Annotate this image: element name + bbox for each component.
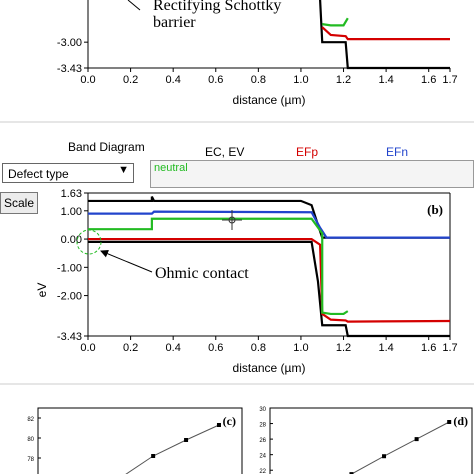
ohmic-contact-annotation: Ohmic contact: [155, 265, 249, 282]
panelB-ytick-label-3: -1.00: [57, 262, 82, 274]
panelD-point-3: [447, 420, 452, 424]
panelB-xtick-label-5: 1.0: [293, 342, 308, 354]
panelC-ytick-label-1: 80: [27, 437, 34, 443]
panel-a-series-0: [318, 0, 450, 70]
panelD-point-1: [382, 454, 387, 459]
panelD-ytick-label-4: 22: [259, 469, 266, 474]
panelD-ytick-label-1: 28: [259, 423, 266, 429]
panelC-ytick-label-2: 78: [27, 457, 34, 463]
panel-b-label: (b): [427, 202, 443, 217]
panelB-xtick-label-9: 1.7: [442, 342, 457, 354]
panelB-ytick-label-4: -2.00: [57, 291, 82, 303]
panel-b-series-1: [88, 240, 450, 338]
panelB-ytick-label-0: 1.63: [61, 188, 82, 200]
panelB-xtick-label-8: 1.6: [421, 342, 436, 354]
panel-a-series-1: [321, 26, 450, 41]
panel-b-chart: 1.63 1.00 0.00 -1.00 -2.00 -3.43 0.0 0.2 0.4 0.6…: [35, 188, 458, 375]
defect-info-box: neutral: [150, 160, 474, 188]
panelA-ytick-label-1: -3.00: [57, 37, 82, 49]
panelB-xtick-label-3: 0.6: [208, 342, 223, 354]
panel-c-label: (c): [223, 414, 236, 428]
panelA-xtick-label-7: 1.4: [378, 74, 393, 86]
panel-b-series-4: [88, 217, 349, 316]
neutral-label: neutral: [154, 162, 188, 174]
panel-a-annotation-line1: Rectifying Schottky: [153, 0, 281, 14]
defect-type-select[interactable]: Defect type ▼: [2, 163, 134, 183]
panelA-xtick-label-0: 0.0: [80, 74, 95, 86]
panelB-xtick-label-7: 1.4: [378, 342, 393, 354]
panel-b-series-2: [88, 237, 451, 323]
band-diagram-label: Band Diagram: [68, 140, 145, 154]
crosshair-marker-circle: [228, 216, 236, 224]
scale-button[interactable]: Scale: [0, 192, 38, 214]
panel-c-chart: 82 80 78 (c): [27, 407, 243, 474]
panelC-point-2: [184, 438, 189, 442]
panel-a-annotation-arrow: [127, 0, 141, 11]
defect-type-value: Defect type: [8, 167, 69, 181]
panelB-ytick-label-5: -3.43: [57, 331, 82, 343]
panelB-ytick-label-2: 0.00: [61, 234, 82, 246]
panel-a-chart: -2.00-3.00-3.43 0.00.20.40.60.81.01.21.4…: [57, 0, 458, 107]
panelB-ytick-label-1: 1.00: [61, 206, 82, 218]
panel-b-series-3: [88, 210, 450, 239]
panelD-ytick-label-2: 26: [259, 438, 266, 444]
panelC-ytick-label-0: 82: [27, 417, 34, 423]
panelD-line: [351, 421, 450, 474]
panelC-line: [125, 424, 220, 474]
panel-b-xlabel: distance (µm): [233, 361, 306, 375]
panelA-xtick-label-9: 1.7: [442, 74, 457, 86]
panelD-ytick-label-0: 30: [259, 407, 266, 413]
panelA-xtick-label-4: 0.8: [251, 74, 266, 86]
panelB-xtick-label-0: 0.0: [80, 342, 95, 354]
panelA-xtick-label-6: 1.2: [336, 74, 351, 86]
panelB-xtick-label-1: 0.2: [123, 342, 138, 354]
ohmic-contact-circle: [76, 229, 102, 255]
panel-d-label: (d): [453, 414, 468, 428]
legend-ec-ev: EC, EV: [205, 145, 245, 159]
panel-b-ylabel: eV: [35, 283, 49, 298]
panelA-xtick-label-1: 0.2: [123, 74, 138, 86]
panelA-xtick-label-3: 0.6: [208, 74, 223, 86]
panelA-xtick-label-8: 1.6: [421, 74, 436, 86]
panel-d-chart: 30 28 26 24 22 (d): [259, 407, 473, 474]
panel-a-annotation-line2: barrier: [153, 14, 196, 31]
panel-a-series-2: [322, 17, 349, 27]
panelA-xtick-label-2: 0.4: [166, 74, 181, 86]
panelA-ytick-label-2: -3.43: [57, 63, 82, 75]
legend-efp: EFp: [296, 145, 319, 159]
panelC-point-1: [151, 454, 156, 458]
panelA-xtick-label-5: 1.0: [293, 74, 308, 86]
panelB-xtick-label-2: 0.4: [166, 342, 181, 354]
panelD-point-2: [414, 437, 419, 442]
panelD-ytick-label-3: 24: [259, 454, 266, 460]
panel-a-xlabel: distance (µm): [233, 93, 306, 107]
ohmic-contact-arrow: [100, 249, 153, 273]
panel-b-series-0: [88, 196, 450, 239]
panelB-xtick-label-4: 0.8: [251, 342, 266, 354]
panelB-xtick-label-6: 1.2: [336, 342, 351, 354]
panelC-point-3: [216, 423, 221, 427]
dropdown-arrow-icon[interactable]: ▼: [118, 164, 129, 176]
panelD-point-0: [349, 472, 354, 474]
legend-efn: EFn: [386, 145, 409, 159]
